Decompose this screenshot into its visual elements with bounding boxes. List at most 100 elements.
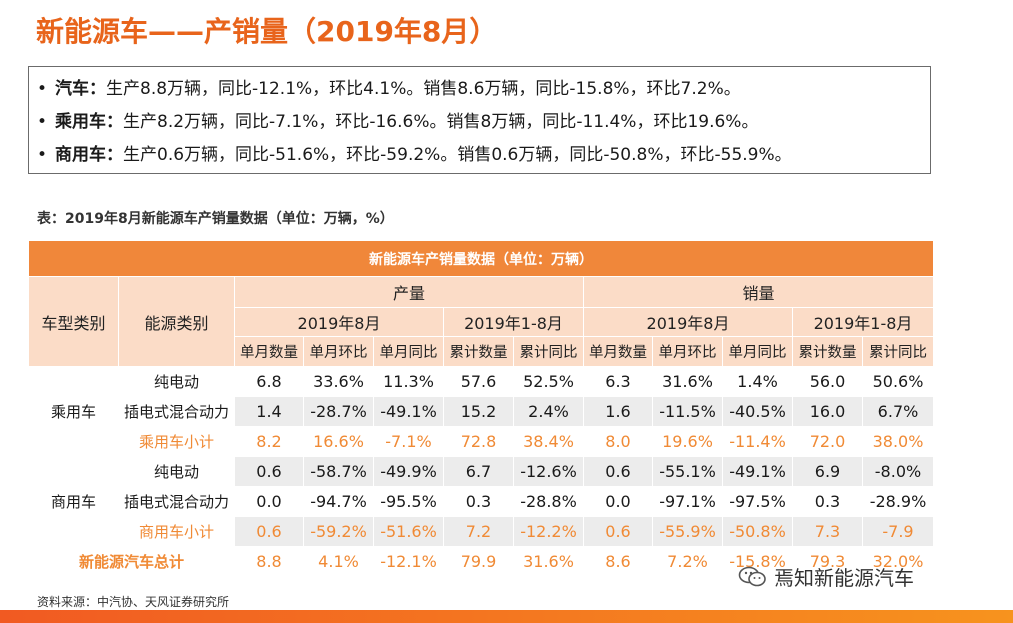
total-label-cell: 新能源汽车总计 xyxy=(28,546,235,577)
value-cell: -7.9 xyxy=(862,516,934,547)
value-cell: -97.5% xyxy=(722,486,793,517)
value-cell: -7.1% xyxy=(373,426,444,457)
header-sales: 销量 xyxy=(583,276,934,308)
sales-table: 新能源车产销量数据（单位：万辆） 车型类别 能源类别 产量 销量 2019年8月… xyxy=(28,240,934,577)
vehicle-category-cell: 商用车 xyxy=(28,456,119,547)
value-cell: 72.0 xyxy=(792,426,863,457)
energy-type-cell: 纯电动 xyxy=(118,456,235,487)
header-metric: 单月环比 xyxy=(303,336,374,367)
summary-text: 生产8.8万辆，同比-12.1%，环比4.1%。销售8.6万辆，同比-15.8%… xyxy=(106,79,741,99)
total-value-cell: 8.6 xyxy=(583,546,653,577)
wechat-icon xyxy=(738,566,766,586)
value-cell: 1.6 xyxy=(583,396,653,427)
value-cell: -28.7% xyxy=(303,396,374,427)
energy-type-cell: 纯电动 xyxy=(118,366,235,397)
total-value-cell: 4.1% xyxy=(303,546,374,577)
header-production: 产量 xyxy=(234,276,584,308)
header-metric: 累计同比 xyxy=(513,336,584,367)
value-cell: -94.7% xyxy=(303,486,374,517)
value-cell: -12.2% xyxy=(513,516,584,547)
summary-text: 生产8.2万辆，同比-7.1%，环比-16.6%。销售8万辆，同比-11.4%，… xyxy=(123,112,759,132)
value-cell: 0.0 xyxy=(583,486,653,517)
value-cell: -49.1% xyxy=(722,456,793,487)
header-period-ytd: 2019年1-8月 xyxy=(792,307,934,337)
summary-category: 汽车： xyxy=(55,79,106,99)
summary-line: • 商用车：生产0.6万辆，同比-51.6%，环比-59.2%。销售0.6万辆，同… xyxy=(37,139,930,172)
total-value-cell: -12.1% xyxy=(373,546,444,577)
summary-box: • 汽车：生产8.8万辆，同比-12.1%，环比4.1%。销售8.6万辆，同比-1… xyxy=(28,66,931,174)
value-cell: 50.6% xyxy=(862,366,934,397)
total-value-cell: 8.8 xyxy=(234,546,304,577)
header-metric: 单月同比 xyxy=(373,336,444,367)
value-cell: -49.9% xyxy=(373,456,444,487)
header-period-month: 2019年8月 xyxy=(583,307,793,337)
value-cell: 0.0 xyxy=(234,486,304,517)
bullet-icon: • xyxy=(37,79,48,99)
subtotal-row: 乘用车小计 8.2 16.6% -7.1% 72.8 38.4% 8.0 19.6% -11.4… xyxy=(29,426,934,457)
summary-text: 生产0.6万辆，同比-51.6%，环比-59.2%。销售0.6万辆，同比-50.… xyxy=(123,145,792,165)
value-cell: -28.8% xyxy=(513,486,584,517)
total-value-cell: 32.0% xyxy=(862,546,934,577)
summary-category: 乘用车： xyxy=(55,112,123,132)
total-value-cell: 79.3 xyxy=(792,546,863,577)
value-cell: 0.3 xyxy=(443,486,514,517)
value-cell: -58.7% xyxy=(303,456,374,487)
table-body: 乘用车 纯电动 6.8 33.6% 11.3% 57.6 52.5% 6.3 31.6% 1.4%… xyxy=(28,366,934,577)
value-cell: 8.0 xyxy=(583,426,653,457)
value-cell: 16.6% xyxy=(303,426,374,457)
value-cell: 6.8 xyxy=(234,366,304,397)
value-cell: -28.9% xyxy=(862,486,934,517)
value-cell: 0.6 xyxy=(583,516,653,547)
value-cell: 0.6 xyxy=(234,456,304,487)
header-metric: 累计同比 xyxy=(862,336,934,367)
header-metric: 单月环比 xyxy=(652,336,723,367)
value-cell: 56.0 xyxy=(792,366,863,397)
value-cell: 15.2 xyxy=(443,396,514,427)
header-period-month: 2019年8月 xyxy=(234,307,444,337)
vehicle-category-cell: 乘用车 xyxy=(28,366,119,457)
header-vehicle: 车型类别 xyxy=(28,276,119,367)
value-cell: 7.2 xyxy=(443,516,514,547)
watermark-text: 焉知新能源汽车 xyxy=(774,566,914,590)
watermark: 焉知新能源汽车 xyxy=(738,562,914,591)
source-note: 资料来源：中汽协、天风证券研究所 xyxy=(37,595,230,609)
header-period-ytd: 2019年1-8月 xyxy=(443,307,584,337)
header-energy: 能源类别 xyxy=(118,276,235,367)
value-cell: 6.7% xyxy=(862,396,934,427)
total-value-cell: 7.2% xyxy=(652,546,723,577)
header-metric: 单月数量 xyxy=(234,336,304,367)
value-cell: -49.1% xyxy=(373,396,444,427)
energy-type-cell: 商用车小计 xyxy=(118,516,235,547)
bullet-icon: • xyxy=(37,145,48,165)
value-cell: -55.9% xyxy=(652,516,723,547)
header-metric: 单月数量 xyxy=(583,336,653,367)
value-cell: 52.5% xyxy=(513,366,584,397)
total-value-cell: -15.8% xyxy=(722,546,793,577)
value-cell: 38.4% xyxy=(513,426,584,457)
value-cell: 6.9 xyxy=(792,456,863,487)
value-cell: 19.6% xyxy=(652,426,723,457)
total-value-cell: 79.9 xyxy=(443,546,514,577)
table-caption: 表：2019年8月新能源车产销量数据（单位：万辆，%） xyxy=(37,211,394,227)
value-cell: 33.6% xyxy=(303,366,374,397)
value-cell: 0.3 xyxy=(792,486,863,517)
value-cell: 7.3 xyxy=(792,516,863,547)
footer-bar xyxy=(0,610,1013,623)
energy-type-cell: 插电式混合动力 xyxy=(118,486,235,517)
value-cell: -12.6% xyxy=(513,456,584,487)
value-cell: -51.6% xyxy=(373,516,444,547)
value-cell: 6.7 xyxy=(443,456,514,487)
value-cell: 1.4 xyxy=(234,396,304,427)
value-cell: -55.1% xyxy=(652,456,723,487)
total-value-cell: 31.6% xyxy=(513,546,584,577)
value-cell: -50.8% xyxy=(722,516,793,547)
value-cell: 8.2 xyxy=(234,426,304,457)
table-row: 插电式混合动力 0.0 -94.7% -95.5% 0.3 -28.8% 0.0 -97.1%… xyxy=(29,486,934,517)
value-cell: -95.5% xyxy=(373,486,444,517)
subtotal-row: 商用车小计 0.6 -59.2% -51.6% 7.2 -12.2% 0.6 -55.9% -5… xyxy=(29,516,934,547)
value-cell: 2.4% xyxy=(513,396,584,427)
value-cell: -97.1% xyxy=(652,486,723,517)
summary-line: • 乘用车：生产8.2万辆，同比-7.1%，环比-16.6%。销售8万辆，同比-1… xyxy=(37,106,930,139)
energy-type-cell: 插电式混合动力 xyxy=(118,396,235,427)
page-title: 新能源车——产销量（2019年8月） xyxy=(36,15,498,48)
